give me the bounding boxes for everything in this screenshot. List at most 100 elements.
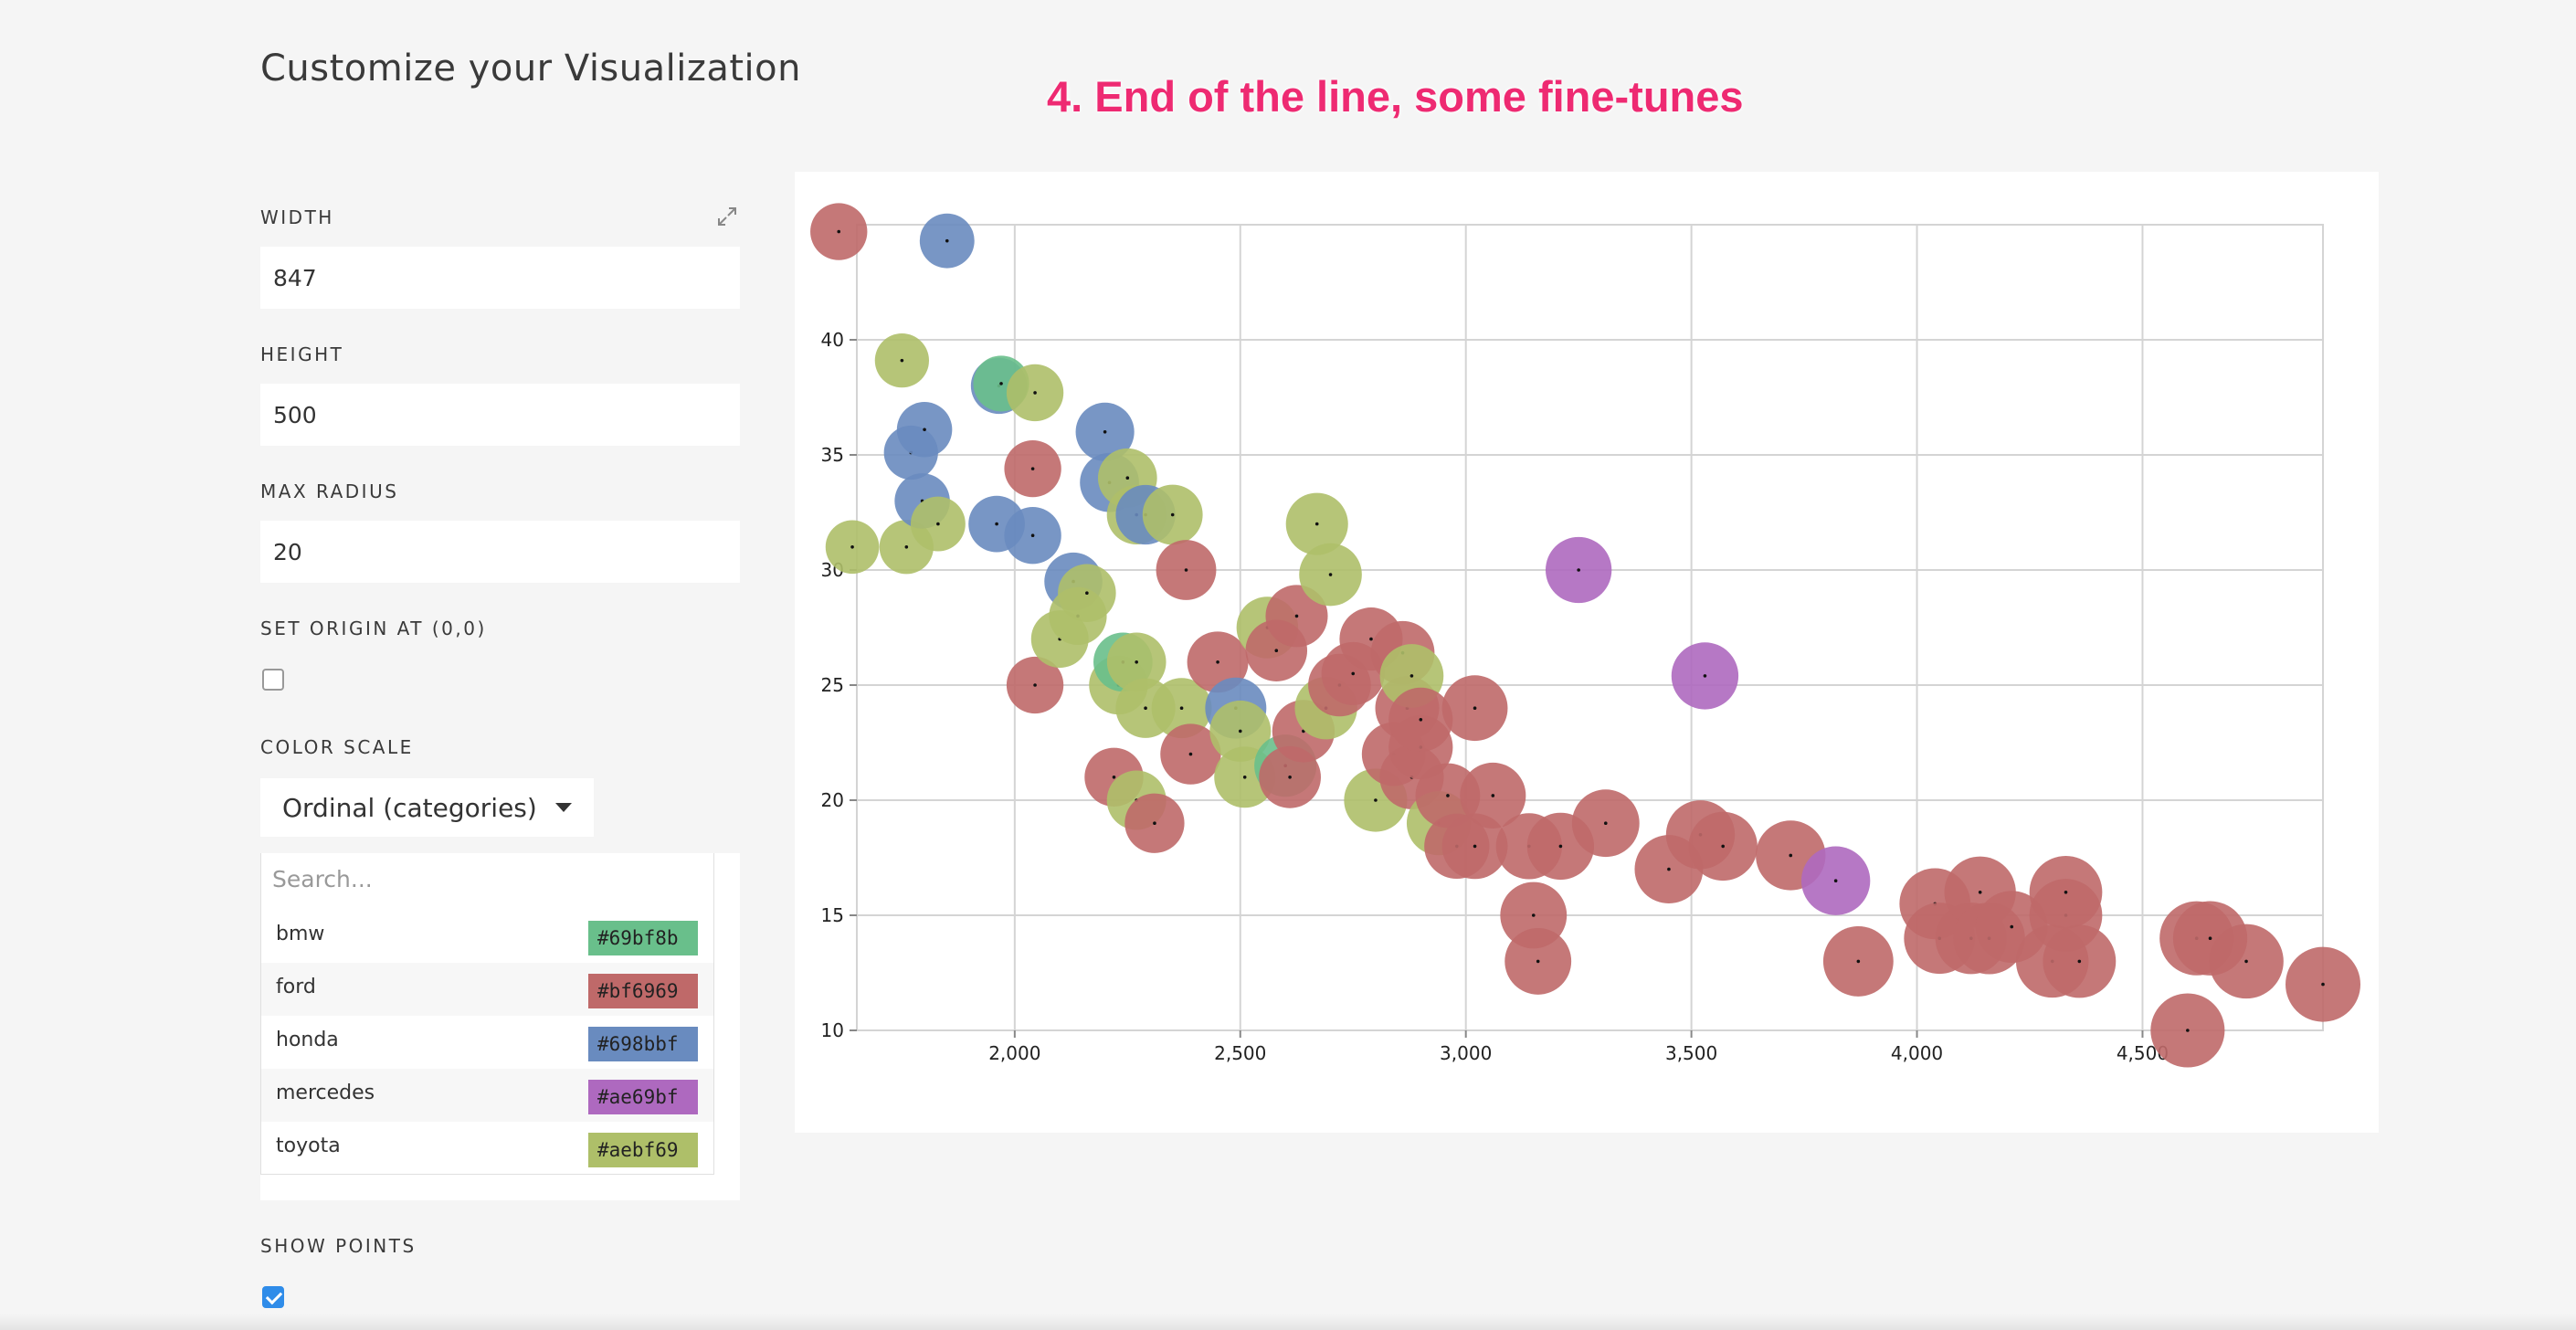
origin-label: SET ORIGIN AT (0,0)	[260, 618, 487, 639]
bubble-center-point	[1446, 794, 1450, 797]
bubble-chart: 2,000 2,500 3,000 3,500 4,000 4,5001015202530…	[810, 203, 2360, 1068]
color-swatch[interactable]: #bf6969	[588, 974, 698, 1008]
bubble-center-point	[1216, 660, 1219, 664]
width-input[interactable]	[260, 247, 740, 309]
bubble-center-point	[2064, 891, 2068, 894]
bubble-center-point	[1409, 674, 1414, 678]
bubble-center-point	[995, 522, 998, 526]
bubble-center-point	[2186, 1029, 2190, 1032]
bubble-center-point	[1978, 891, 1982, 894]
bubble-center-point	[1125, 476, 1130, 480]
bubble-center-point	[1170, 512, 1175, 517]
color-swatch[interactable]: #aebf69	[588, 1133, 698, 1167]
bubble-center-point	[1288, 776, 1292, 779]
bubble-center-point	[1112, 776, 1116, 779]
bubble-center-point	[1242, 776, 1247, 779]
page-title: Customize your Visualization	[260, 48, 801, 90]
show-points-label: SHOW POINTS	[260, 1235, 417, 1257]
expand-icon[interactable]	[717, 206, 737, 227]
bubble-center-point	[1144, 706, 1147, 710]
color-swatch[interactable]: #ae69bf	[588, 1080, 698, 1114]
color-swatch[interactable]: #69bf8b	[588, 921, 698, 955]
bubble-center-point	[1369, 637, 1373, 641]
bubble-center-point	[1473, 706, 1477, 710]
bubble-center-point	[1085, 591, 1089, 595]
bubble-center-point	[1030, 533, 1035, 537]
max-radius-label: MAX RADIUS	[260, 480, 399, 502]
color-name: honda	[276, 1029, 339, 1051]
color-list: Search... bmw #69bf8b ford #bf6969 honda…	[260, 853, 714, 1175]
origin-checkbox[interactable]	[262, 669, 284, 691]
y-tick-label: 15	[821, 904, 844, 926]
bubble-center-point	[923, 428, 926, 432]
bubble-center-point	[1184, 568, 1188, 572]
bubble-center-point	[2244, 959, 2248, 964]
color-row-toyota: toyota #aebf69	[261, 1122, 713, 1175]
x-tick-label: 3,500	[1665, 1042, 1717, 1064]
chart-bubbles	[810, 203, 2360, 1068]
bubble-center-point	[1103, 430, 1107, 434]
height-input[interactable]	[260, 384, 740, 446]
chart-preview: 2,000 2,500 3,000 3,500 4,000 4,500 10 15 20 25 30…	[795, 172, 2379, 1133]
bubble-center-point	[1536, 959, 1540, 964]
bubble-center-point	[1419, 718, 1423, 722]
color-scale-value: Ordinal (categories)	[282, 792, 537, 823]
bubble-center-point	[1374, 798, 1378, 802]
y-tick-label: 20	[821, 789, 844, 811]
color-name: ford	[276, 976, 316, 998]
bubble-center-point	[1491, 794, 1495, 797]
bubble-center-point	[2010, 924, 2014, 929]
color-swatch[interactable]: #698bbf	[588, 1027, 698, 1061]
color-name: mercedes	[276, 1082, 375, 1104]
bubble-center-point	[900, 358, 904, 363]
bubble-center-point	[2321, 982, 2325, 987]
bubble-center-point	[999, 382, 1003, 385]
max-radius-input[interactable]	[260, 521, 740, 583]
color-name: toyota	[276, 1135, 341, 1157]
bubble-center-point	[1531, 913, 1536, 917]
bubble-center-point	[936, 522, 940, 526]
window-bottom-edge	[0, 1314, 2576, 1330]
step-annotation: 4. End of the line, some fine-tunes	[1047, 72, 1744, 121]
bubble-center-point	[1667, 867, 1671, 871]
bubble-center-point	[1238, 729, 1242, 734]
bubble-center-point	[1577, 568, 1580, 572]
color-search-input[interactable]: Search...	[272, 866, 373, 892]
height-label: HEIGHT	[260, 343, 344, 365]
chart-axes: 2,000 2,500 3,000 3,500 4,000 4,5001015202530…	[821, 329, 2170, 1064]
x-tick-label: 2,500	[1214, 1042, 1266, 1064]
x-tick-label: 2,000	[988, 1042, 1040, 1064]
width-label: WIDTH	[260, 206, 334, 228]
color-row-ford: ford #bf6969	[261, 963, 713, 1016]
y-tick-label: 35	[821, 444, 844, 466]
bubble-center-point	[1153, 821, 1156, 825]
bubble-center-point	[837, 229, 841, 234]
color-row-bmw: bmw #69bf8b	[261, 910, 713, 963]
color-row-mercedes: mercedes #ae69bf	[261, 1069, 713, 1122]
bubble-center-point	[1558, 844, 1563, 849]
bubble-center-point	[1188, 752, 1193, 756]
bubble-center-point	[904, 545, 909, 549]
bubble-center-point	[2208, 936, 2212, 940]
y-tick-label: 10	[821, 1019, 844, 1041]
chevron-down-icon	[555, 803, 572, 812]
bubble-center-point	[1856, 959, 1861, 964]
color-mapping-panel: Search... bmw #69bf8b ford #bf6969 honda…	[260, 853, 740, 1200]
bubble-center-point	[1033, 683, 1037, 687]
bubble-center-point	[1033, 391, 1037, 395]
bubble-center-point	[1179, 706, 1184, 710]
bubble-center-point	[1294, 614, 1299, 618]
x-tick-label: 4,000	[1891, 1042, 1943, 1064]
color-scale-select[interactable]: Ordinal (categories)	[260, 778, 594, 837]
bubble-center-point	[2077, 959, 2082, 964]
bubble-center-point	[1274, 649, 1279, 652]
color-name: bmw	[276, 923, 325, 945]
show-points-checkbox[interactable]	[262, 1286, 284, 1308]
bubble-center-point	[1473, 844, 1477, 849]
bubble-center-point	[1135, 660, 1138, 664]
bubble-center-point	[1603, 821, 1608, 825]
color-scale-label: COLOR SCALE	[260, 736, 414, 758]
y-tick-label: 25	[821, 674, 844, 696]
bubble-center-point	[850, 545, 854, 549]
bubble-center-point	[1789, 853, 1793, 858]
